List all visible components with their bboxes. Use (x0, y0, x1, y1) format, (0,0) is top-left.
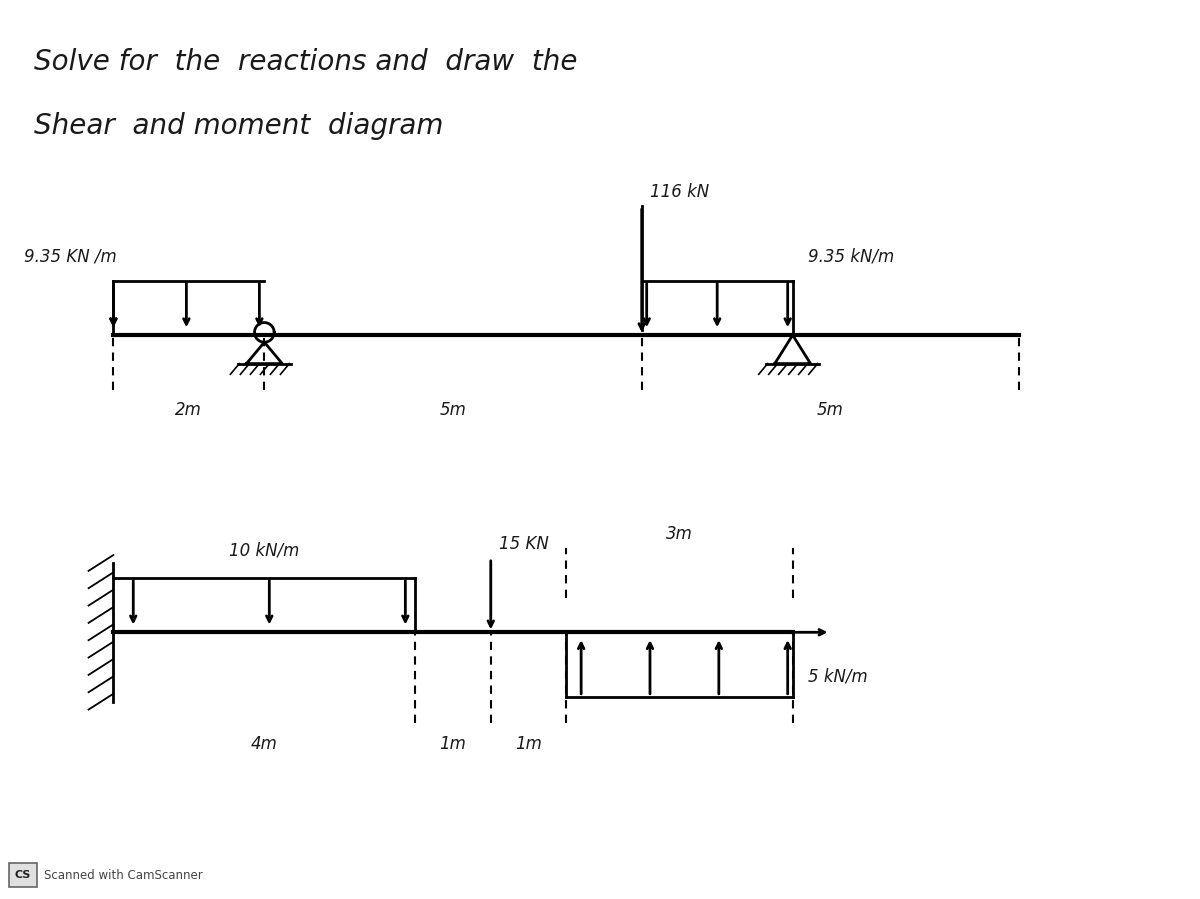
Text: 9.35 KN /m: 9.35 KN /m (24, 248, 116, 266)
Text: 4m: 4m (251, 735, 277, 753)
Text: 1m: 1m (515, 735, 542, 753)
Text: Solve for  the  reactions and  draw  the: Solve for the reactions and draw the (34, 48, 577, 76)
Text: 1m: 1m (439, 735, 467, 753)
Text: Scanned with CamScanner: Scanned with CamScanner (44, 868, 203, 882)
Text: 3m: 3m (666, 525, 692, 543)
Text: 116 kN: 116 kN (649, 183, 709, 201)
Text: 9.35 kN/m: 9.35 kN/m (808, 248, 894, 266)
Text: 5m: 5m (817, 402, 844, 420)
Text: CS: CS (14, 870, 31, 880)
Text: Shear  and moment  diagram: Shear and moment diagram (34, 112, 443, 140)
Text: 5m: 5m (439, 402, 467, 420)
Text: 15 KN: 15 KN (499, 535, 548, 553)
FancyBboxPatch shape (10, 863, 37, 887)
Text: 5 kN/m: 5 kN/m (808, 668, 868, 686)
Text: 2m: 2m (175, 402, 203, 420)
Text: 10 kN/m: 10 kN/m (229, 542, 300, 560)
